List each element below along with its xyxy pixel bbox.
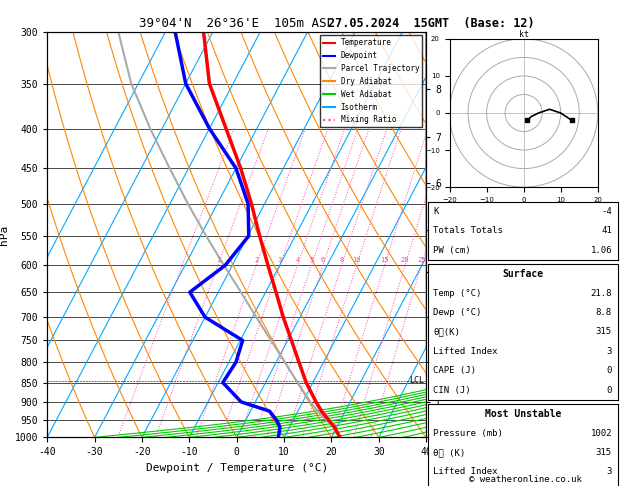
Text: 4: 4	[296, 257, 299, 263]
Text: PW (cm): PW (cm)	[433, 246, 471, 255]
Text: θᴄ (K): θᴄ (K)	[433, 448, 465, 457]
Text: © weatheronline.co.uk: © weatheronline.co.uk	[469, 474, 582, 484]
Text: -4: -4	[601, 207, 612, 216]
Text: 15: 15	[381, 257, 389, 263]
Text: 6: 6	[321, 257, 325, 263]
Text: Most Unstable: Most Unstable	[484, 409, 561, 418]
Text: Dewp (°C): Dewp (°C)	[433, 308, 482, 317]
Text: 8.8: 8.8	[596, 308, 612, 317]
Text: 5: 5	[309, 257, 313, 263]
Text: θᴄ(K): θᴄ(K)	[433, 328, 460, 336]
Text: 315: 315	[596, 328, 612, 336]
Text: CAPE (J): CAPE (J)	[433, 366, 476, 375]
Text: 20: 20	[401, 257, 409, 263]
Text: 10: 10	[352, 257, 361, 263]
Y-axis label: km
ASL: km ASL	[449, 235, 467, 256]
Title: kt: kt	[519, 30, 528, 39]
Text: 1002: 1002	[591, 429, 612, 437]
Text: Temp (°C): Temp (°C)	[433, 289, 482, 297]
Text: 21.8: 21.8	[591, 289, 612, 297]
Text: 3: 3	[606, 468, 612, 476]
Text: Lifted Index: Lifted Index	[433, 347, 498, 356]
Text: 0: 0	[606, 366, 612, 375]
Text: K: K	[433, 207, 439, 216]
Text: 8: 8	[340, 257, 344, 263]
Text: 1.06: 1.06	[591, 246, 612, 255]
Text: Lifted Index: Lifted Index	[433, 468, 498, 476]
Text: Pressure (mb): Pressure (mb)	[433, 429, 503, 437]
Text: 0: 0	[606, 386, 612, 395]
Title: 39°04'N  26°36'E  105m ASL: 39°04'N 26°36'E 105m ASL	[139, 17, 334, 31]
Text: 315: 315	[596, 448, 612, 457]
Legend: Temperature, Dewpoint, Parcel Trajectory, Dry Adiabat, Wet Adiabat, Isotherm, Mi: Temperature, Dewpoint, Parcel Trajectory…	[320, 35, 423, 127]
Text: 2: 2	[254, 257, 259, 263]
Text: LCL: LCL	[409, 376, 424, 385]
Text: 27.05.2024  15GMT  (Base: 12): 27.05.2024 15GMT (Base: 12)	[328, 17, 534, 30]
Text: 1: 1	[216, 257, 220, 263]
Text: 3: 3	[606, 347, 612, 356]
Text: Surface: Surface	[502, 269, 543, 278]
Text: 25: 25	[417, 257, 426, 263]
Text: 41: 41	[601, 226, 612, 235]
X-axis label: Dewpoint / Temperature (°C): Dewpoint / Temperature (°C)	[145, 463, 328, 473]
Text: CIN (J): CIN (J)	[433, 386, 471, 395]
Text: Totals Totals: Totals Totals	[433, 226, 503, 235]
Text: 3: 3	[278, 257, 282, 263]
Y-axis label: hPa: hPa	[0, 225, 9, 244]
